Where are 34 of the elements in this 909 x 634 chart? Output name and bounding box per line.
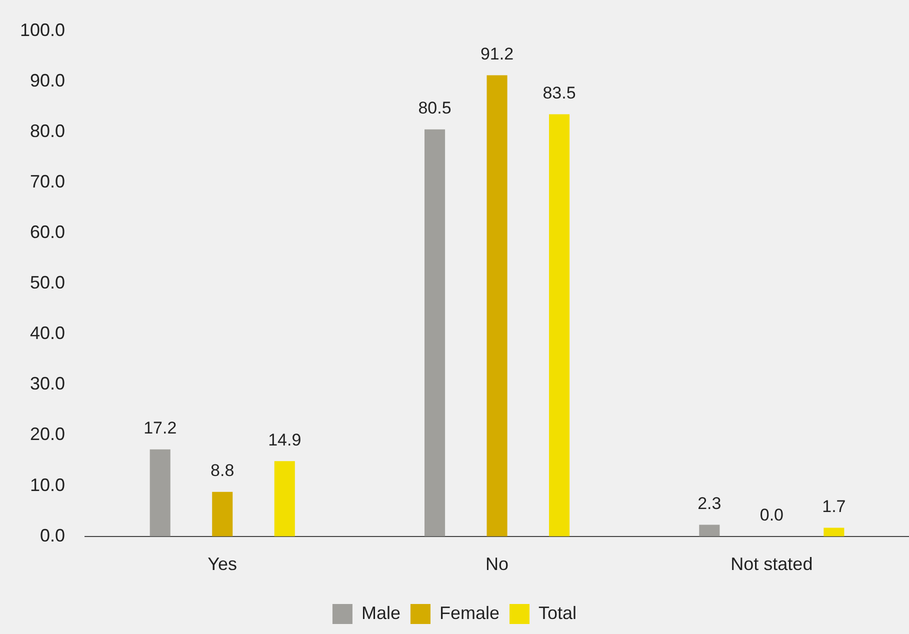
data-label: 91.2	[480, 44, 514, 64]
y-tick-label: 10.0	[30, 474, 66, 495]
y-tick-label: 80.0	[30, 120, 66, 141]
y-tick-label: 0.0	[40, 525, 66, 546]
bar	[150, 449, 170, 536]
legend-label: Female	[439, 602, 500, 623]
y-tick-label: 100.0	[20, 20, 66, 40]
bar	[424, 129, 446, 536]
data-label: 83.5	[542, 83, 576, 102]
data-label: 14.9	[268, 430, 302, 450]
data-label: 1.7	[822, 496, 846, 516]
y-tick-label: 30.0	[30, 374, 66, 394]
y-tick-label: 20.0	[30, 424, 66, 444]
data-label: 0.0	[760, 506, 784, 525]
bar	[274, 461, 295, 536]
data-label: 8.8	[210, 461, 234, 480]
x-tick-label: Not stated	[730, 554, 813, 574]
y-tick-label: 90.0	[30, 70, 66, 90]
bar	[699, 524, 720, 536]
legend-label: Male	[361, 602, 400, 623]
data-label: 80.5	[418, 98, 452, 118]
data-label: 17.2	[144, 418, 177, 438]
y-tick-label: 60.0	[30, 222, 66, 242]
x-tick-label: No	[486, 554, 509, 574]
bar	[549, 114, 570, 536]
data-label: 2.3	[698, 494, 722, 513]
y-tick-label: 50.0	[30, 272, 66, 293]
x-tick-label: Yes	[208, 554, 238, 574]
bar	[824, 528, 844, 536]
legend-label: Total	[538, 602, 577, 623]
bar	[212, 492, 233, 536]
y-tick-label: 40.0	[30, 323, 66, 344]
y-tick-label: 70.0	[30, 171, 66, 192]
bar	[486, 75, 508, 536]
